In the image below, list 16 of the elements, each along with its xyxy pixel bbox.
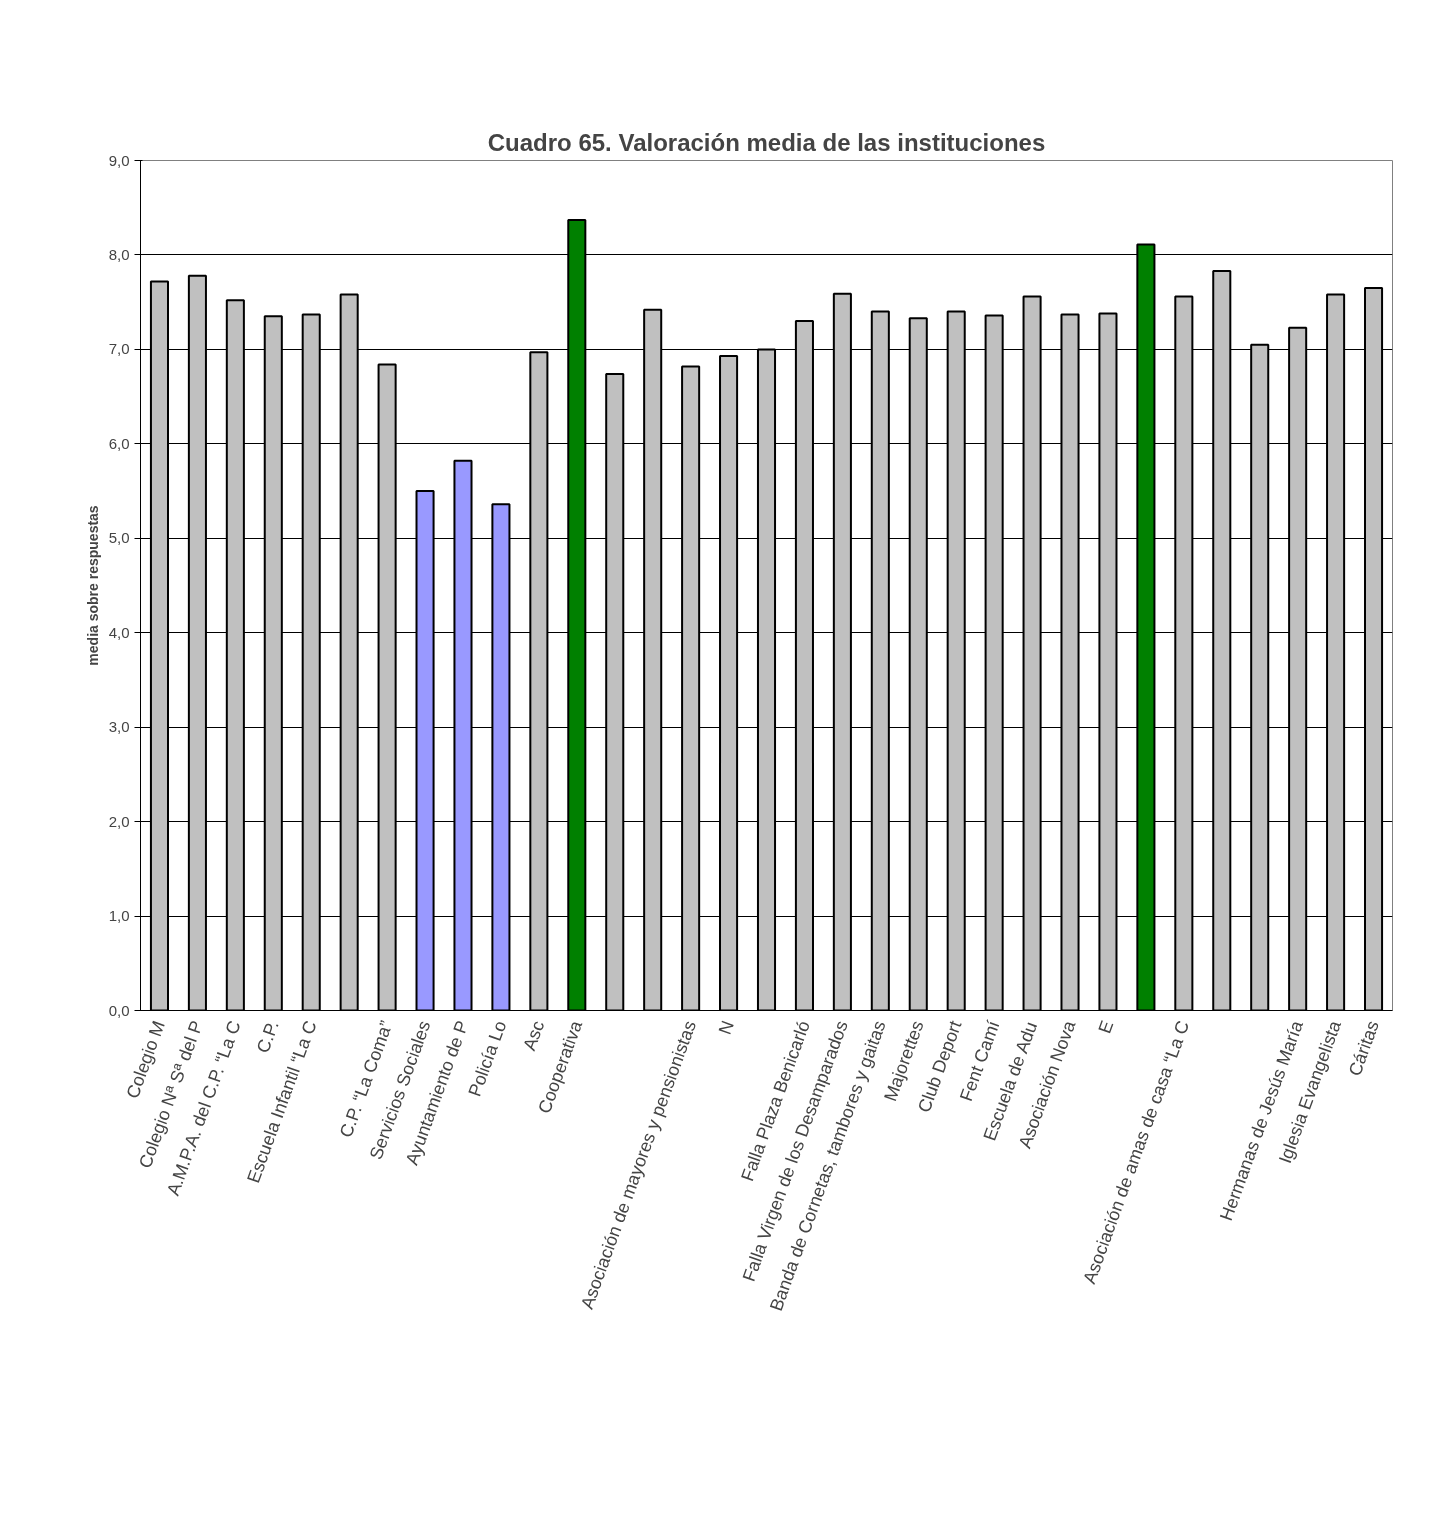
x-tick-label: N xyxy=(714,1018,738,1038)
y-tick-label: 8,0 xyxy=(108,245,130,263)
y-tick-label: 5,0 xyxy=(108,529,130,547)
x-tick-label: E xyxy=(1094,1018,1118,1037)
x-tick-label: Cáritas xyxy=(1344,1018,1383,1079)
y-tick-label: 9,0 xyxy=(108,151,130,169)
y-tick-label: 3,0 xyxy=(108,718,130,736)
y-tick-label: 1,0 xyxy=(108,907,130,925)
y-tick-label: 2,0 xyxy=(108,812,130,830)
y-tick-label: 4,0 xyxy=(108,623,130,641)
x-tick-label: C.P. xyxy=(252,1018,283,1056)
y-tick-label: 0,0 xyxy=(108,1001,130,1019)
y-axis-title: media sobre respuestas xyxy=(84,505,101,666)
chart-title: Cuadro 65. Valoración media de las instituciones xyxy=(487,128,1046,156)
y-tick-label: 7,0 xyxy=(108,340,130,358)
y-tick-label: 6,0 xyxy=(108,434,130,452)
